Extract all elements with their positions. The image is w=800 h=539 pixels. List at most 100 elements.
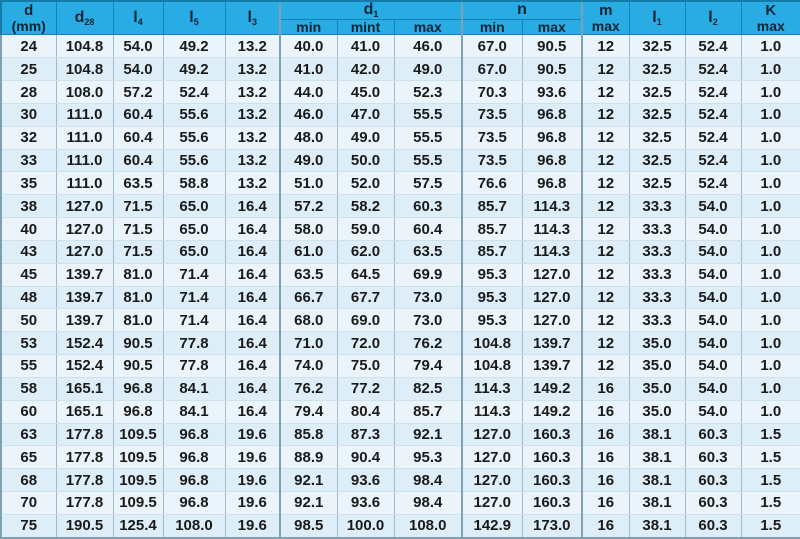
table-row: 48 139.7 81.0 71.4 16.4 66.7 67.7 73.0 95.3 127.0… — [0, 286, 800, 310]
cell-n-max: 127.0 — [522, 286, 583, 310]
cell-l3: 16.4 — [225, 331, 281, 356]
cell-l2: 54.0 — [685, 240, 742, 264]
cell-k-max: 1.5 — [741, 423, 800, 447]
cell-l5: 49.2 — [163, 57, 226, 82]
header-n-symbol: n — [517, 1, 527, 18]
cell-l4: 60.4 — [113, 126, 164, 150]
cell-n-max: 90.5 — [522, 34, 583, 59]
cell-l4: 90.5 — [113, 354, 164, 378]
cell-l1: 38.1 — [629, 445, 686, 470]
cell-d28: 165.1 — [56, 377, 114, 401]
cell-d1-max: 57.5 — [394, 171, 463, 196]
cell-l1: 32.5 — [629, 149, 686, 173]
cell-n-max: 114.3 — [522, 217, 583, 241]
cell-d1-max: 82.5 — [394, 377, 463, 401]
cell-n-max: 96.8 — [522, 103, 583, 127]
cell-d1-max: 108.0 — [394, 514, 463, 539]
cell-d1-min: 76.2 — [279, 377, 338, 401]
cell-l1: 32.5 — [629, 126, 686, 150]
cell-k-max: 1.0 — [741, 286, 800, 310]
table-row: 38 127.0 71.5 65.0 16.4 57.2 58.2 60.3 85.7 114.3… — [0, 194, 800, 219]
cell-n-min: 85.7 — [461, 240, 523, 264]
cell-l2: 60.3 — [685, 514, 742, 539]
cell-d1-mint: 49.0 — [337, 126, 395, 150]
cell-d1-mint: 90.4 — [337, 445, 395, 470]
cell-d1-max: 98.4 — [394, 491, 463, 515]
cell-l2: 60.3 — [685, 491, 742, 515]
cell-l5: 96.8 — [163, 468, 226, 493]
cell-d1-min: 63.5 — [279, 263, 338, 287]
cell-d1-mint: 80.4 — [337, 400, 395, 424]
cell-d1-min: 57.2 — [279, 194, 338, 219]
cell-d1-min: 98.5 — [279, 514, 338, 539]
header-col-l3: l3 — [225, 0, 281, 36]
cell-d1-min: 68.0 — [279, 308, 338, 333]
cell-m-max: 12 — [581, 80, 630, 104]
cell-k-max: 1.0 — [741, 240, 800, 264]
cell-l1: 33.3 — [629, 217, 686, 241]
cell-l1: 33.3 — [629, 286, 686, 310]
header-d1-symbol: d1 — [363, 1, 379, 19]
cell-k-max: 1.0 — [741, 354, 800, 378]
cell-m-max: 16 — [581, 445, 630, 470]
table-row: 75 190.5 125.4 108.0 19.6 98.5 100.0 108.0 142.9… — [0, 514, 800, 539]
cell-d1-max: 98.4 — [394, 468, 463, 493]
cell-l5: 55.6 — [163, 149, 226, 173]
cell-l4: 81.0 — [113, 263, 164, 287]
cell-d1-mint: 41.0 — [337, 34, 395, 59]
cell-l3: 16.4 — [225, 194, 281, 219]
cell-l1: 33.3 — [629, 240, 686, 264]
cell-l1: 33.3 — [629, 308, 686, 333]
cell-d1-max: 60.4 — [394, 217, 463, 241]
cell-l2: 54.0 — [685, 377, 742, 401]
cell-l4: 54.0 — [113, 57, 164, 82]
header-col-d28: d28 — [56, 0, 114, 36]
cell-k-max: 1.0 — [741, 80, 800, 104]
cell-l3: 19.6 — [225, 514, 281, 539]
cell-d28: 177.8 — [56, 491, 114, 515]
header-col-l4: l4 — [113, 0, 164, 36]
cell-n-max: 173.0 — [522, 514, 583, 539]
cell-d1-min: 74.0 — [279, 354, 338, 378]
cell-l2: 52.4 — [685, 126, 742, 150]
cell-m-max: 12 — [581, 171, 630, 196]
cell-d28: 111.0 — [56, 103, 114, 127]
header-m-qualifier: max — [591, 17, 620, 34]
cell-d-mm-: 40 — [0, 217, 57, 241]
cell-l3: 13.2 — [225, 80, 281, 104]
header-subcol-d1-min: min — [279, 19, 338, 36]
header-m-symbol: m — [599, 2, 613, 20]
cell-d1-mint: 77.2 — [337, 377, 395, 401]
table-row: 30 111.0 60.4 55.6 13.2 46.0 47.0 55.5 73.5 96.8 1… — [0, 103, 800, 127]
cell-d-mm-: 53 — [0, 331, 57, 356]
cell-d1-max: 79.4 — [394, 354, 463, 378]
table-row: 33 111.0 60.4 55.6 13.2 49.0 50.0 55.5 73.5 96.8 1… — [0, 149, 800, 173]
cell-l3: 19.6 — [225, 423, 281, 447]
table-row: 24 104.8 54.0 49.2 13.2 40.0 41.0 46.0 67.0 90.5 1… — [0, 34, 800, 59]
cell-l4: 81.0 — [113, 286, 164, 310]
cell-l1: 38.1 — [629, 491, 686, 515]
cell-d28: 104.8 — [56, 57, 114, 82]
cell-d1-max: 95.3 — [394, 445, 463, 470]
table-row: 40 127.0 71.5 65.0 16.4 58.0 59.0 60.4 85.7 114.3… — [0, 217, 800, 241]
cell-d-mm-: 35 — [0, 171, 57, 196]
table-row: 43 127.0 71.5 65.0 16.4 61.0 62.0 63.5 85.7 114.3… — [0, 240, 800, 264]
cell-n-max: 93.6 — [522, 80, 583, 104]
cell-l5: 96.8 — [163, 491, 226, 515]
cell-m-max: 16 — [581, 377, 630, 401]
header-col-d: d (mm) — [0, 0, 57, 36]
header-col-l2: l2 — [685, 0, 742, 36]
cell-k-max: 1.0 — [741, 149, 800, 173]
cell-d28: 177.8 — [56, 445, 114, 470]
header-row-sub: min mint max min max — [1, 19, 800, 36]
cell-d-mm-: 68 — [0, 468, 57, 493]
cell-d28: 139.7 — [56, 286, 114, 310]
cell-l5: 55.6 — [163, 126, 226, 150]
cell-n-min: 127.0 — [461, 445, 523, 470]
cell-l4: 60.4 — [113, 103, 164, 127]
cell-d1-min: 48.0 — [279, 126, 338, 150]
cell-d1-min: 88.9 — [279, 445, 338, 470]
cell-d-mm-: 24 — [0, 34, 57, 59]
cell-d-mm-: 45 — [0, 263, 57, 287]
cell-l4: 109.5 — [113, 468, 164, 493]
